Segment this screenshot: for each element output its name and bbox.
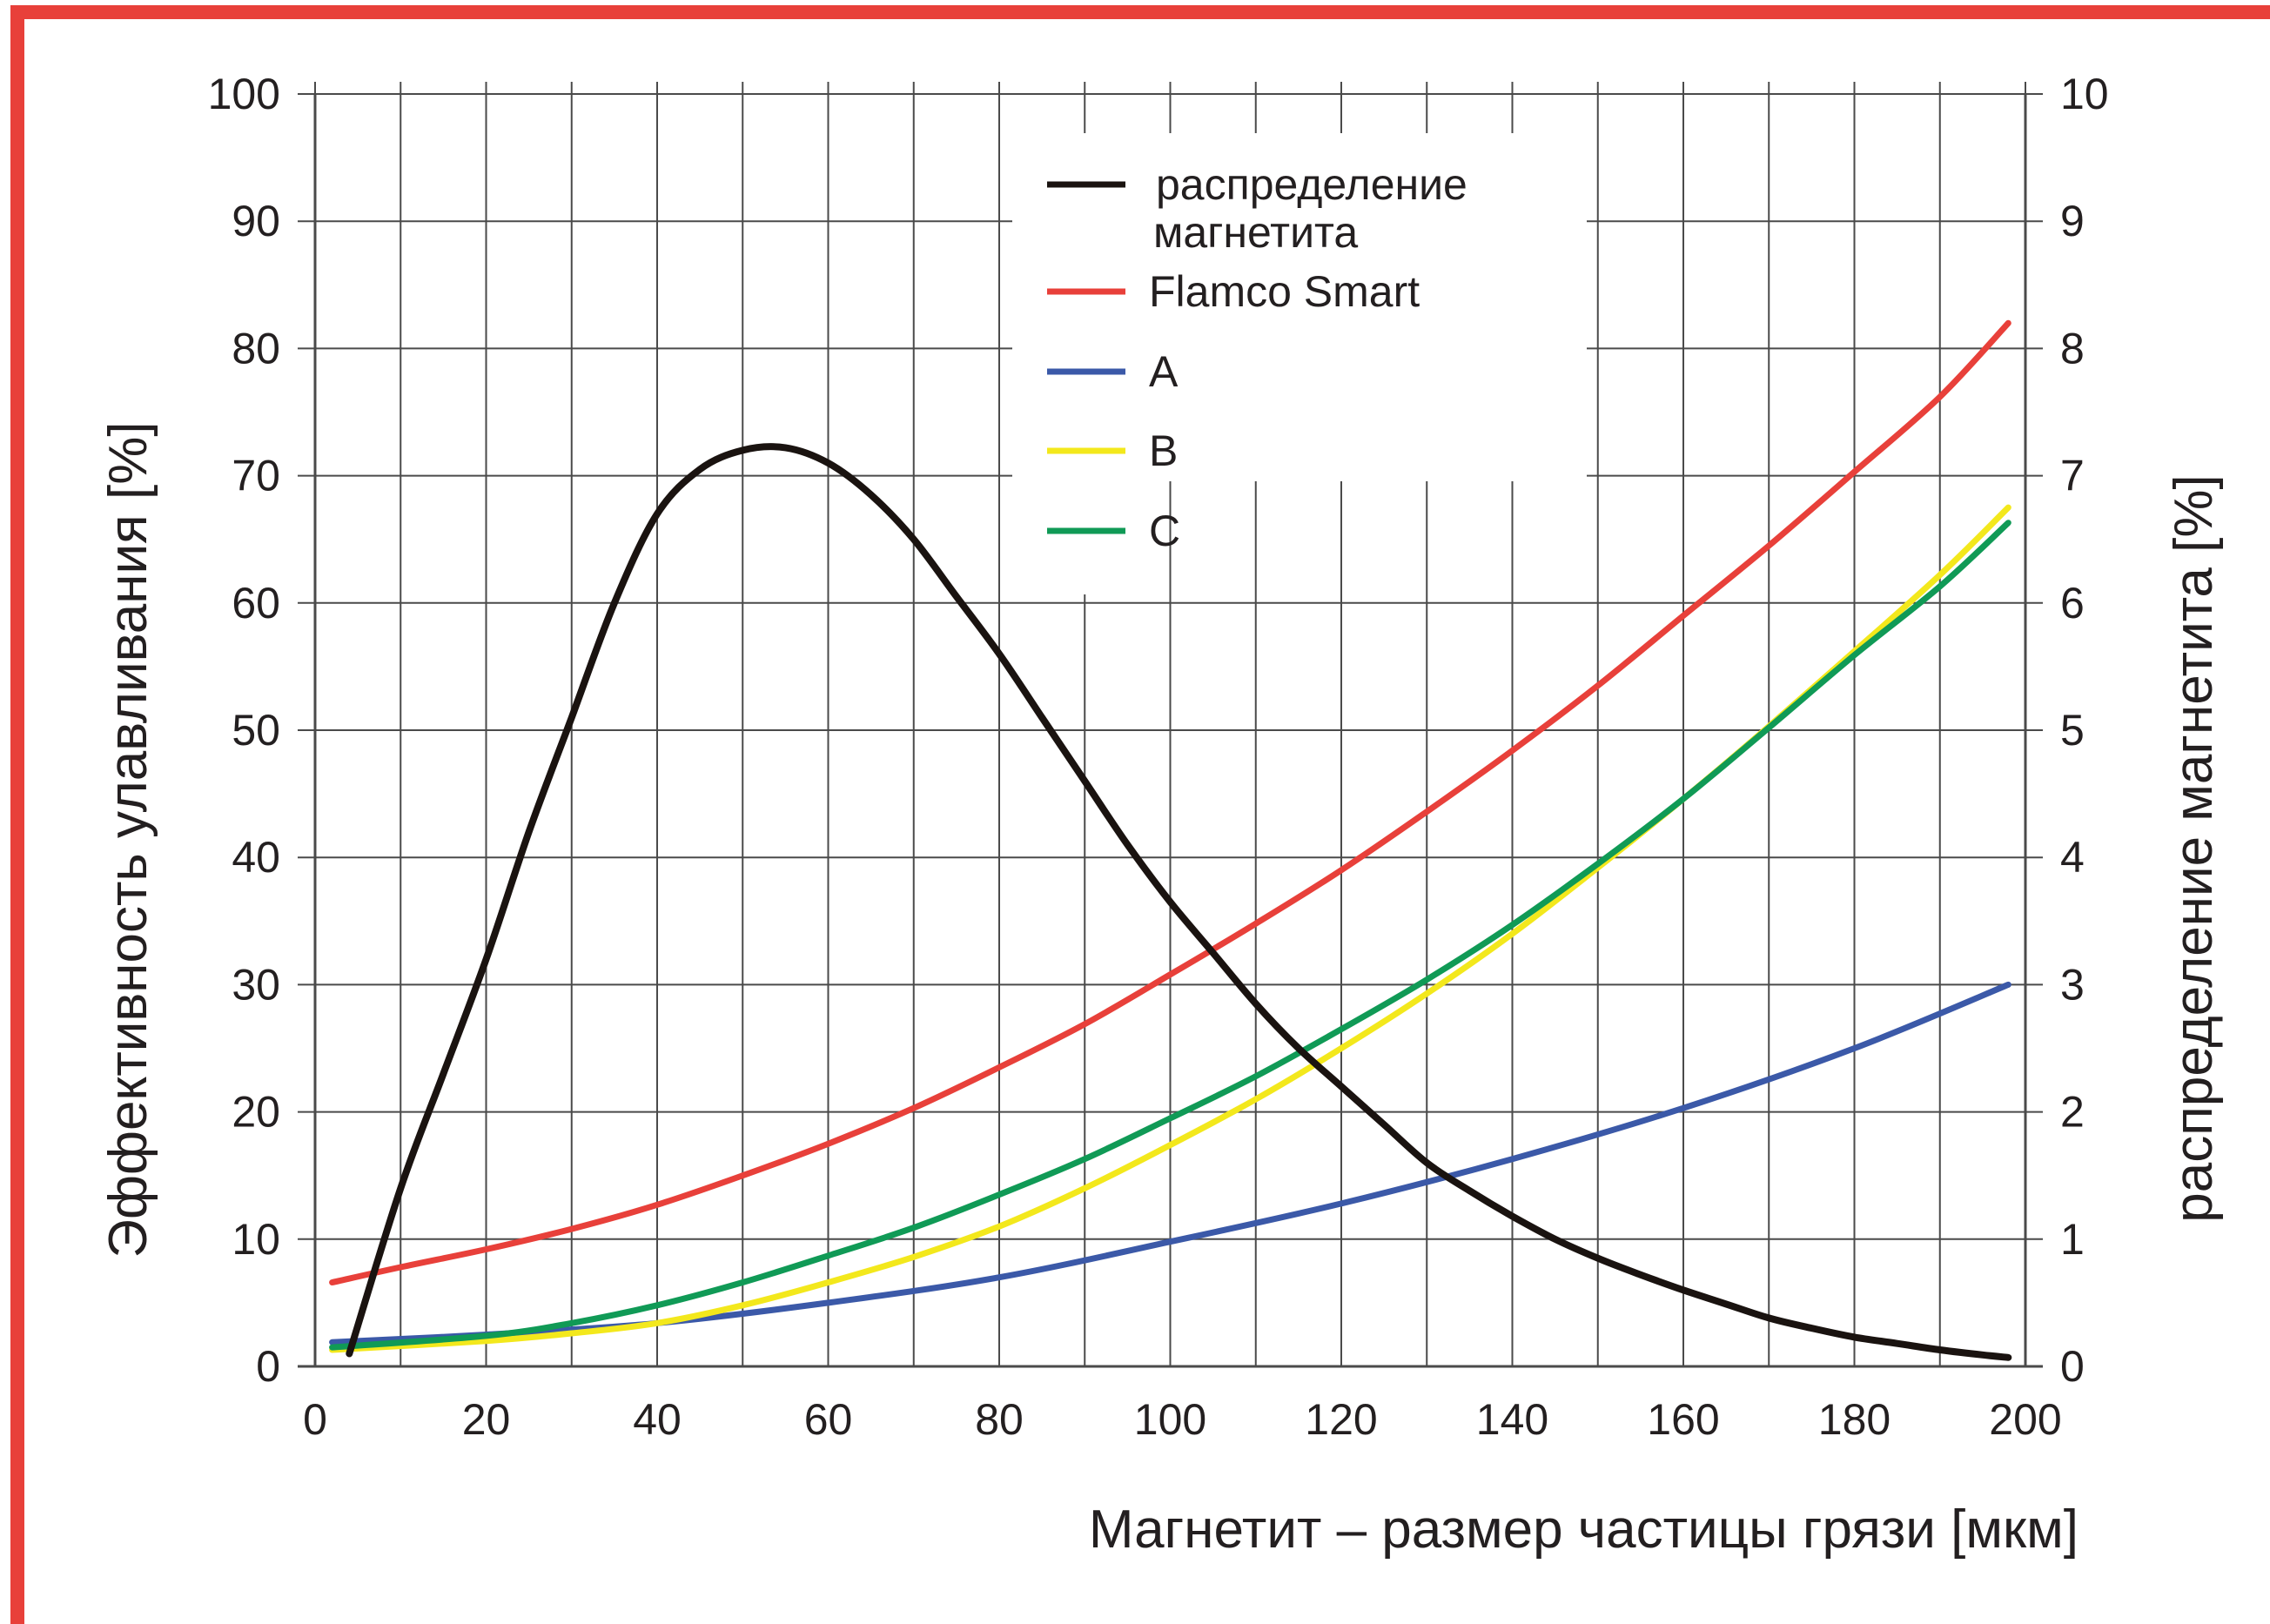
- y2-tick-label: 0: [2060, 1342, 2085, 1391]
- x-tick-label: 80: [975, 1395, 1024, 1444]
- y-tick-label: 90: [232, 197, 280, 245]
- legend-label: C: [1149, 507, 1180, 555]
- y2-tick-label: 10: [2060, 70, 2109, 118]
- y2-tick-label: 6: [2060, 579, 2085, 627]
- y2-tick-label: 7: [2060, 452, 2085, 500]
- y2-tick-label: 1: [2060, 1215, 2085, 1264]
- x-tick-label: 180: [1818, 1395, 1891, 1444]
- legend-cover-top: [1012, 133, 1587, 290]
- y-tick-label: 40: [232, 833, 280, 882]
- y-tick-label: 60: [232, 579, 280, 627]
- y-tick-label: 50: [232, 706, 280, 755]
- legend-label: магнетита: [1153, 208, 1358, 257]
- y-tick-label: 80: [232, 324, 280, 372]
- x-tick-label: 200: [1989, 1395, 2061, 1444]
- series-layer: [329, 319, 2012, 1361]
- x-tick-label: 140: [1476, 1395, 1548, 1444]
- y2-axis-title: распределение магнетита [%]: [2164, 474, 2224, 1222]
- legend-cover-bottom: [1012, 481, 1169, 594]
- x-tick-label: 100: [1134, 1395, 1206, 1444]
- y2-tick-label: 3: [2060, 960, 2085, 1009]
- x-tick-label: 20: [462, 1395, 511, 1444]
- series-line-c: [329, 520, 2011, 1351]
- x-tick-label: 160: [1647, 1395, 1719, 1444]
- y-tick-label: 20: [232, 1088, 280, 1137]
- x-tick-label: 0: [303, 1395, 327, 1444]
- y2-tick-label: 9: [2060, 197, 2085, 245]
- y-tick-label: 30: [232, 960, 280, 1009]
- red-frame-border: [10, 5, 2270, 1624]
- x-tick-label: 60: [804, 1395, 853, 1444]
- legend-label: A: [1149, 347, 1179, 396]
- x-tick-label: 120: [1305, 1395, 1377, 1444]
- y-tick-label: 0: [256, 1342, 280, 1391]
- y2-tick-label: 8: [2060, 324, 2085, 372]
- legend-label: Flamco Smart: [1149, 267, 1420, 316]
- y-axis-title: Эффективность улавливания [%]: [98, 421, 158, 1258]
- legend-label: B: [1149, 426, 1178, 475]
- y-tick-label: 70: [232, 452, 280, 500]
- y2-tick-label: 2: [2060, 1088, 2085, 1137]
- x-tick-label: 40: [633, 1395, 682, 1444]
- legend-label: распределение: [1156, 160, 1467, 209]
- series-line-magnetite-distribution: [346, 443, 2012, 1361]
- x-axis-title: Магнетит – размер частицы грязи [мкм]: [1089, 1500, 2079, 1560]
- y-tick-label: 100: [208, 70, 280, 118]
- series-line-flamco-smart: [329, 319, 2011, 1285]
- y2-tick-label: 5: [2060, 706, 2085, 755]
- y-tick-label: 10: [232, 1215, 280, 1264]
- y2-tick-label: 4: [2060, 833, 2085, 882]
